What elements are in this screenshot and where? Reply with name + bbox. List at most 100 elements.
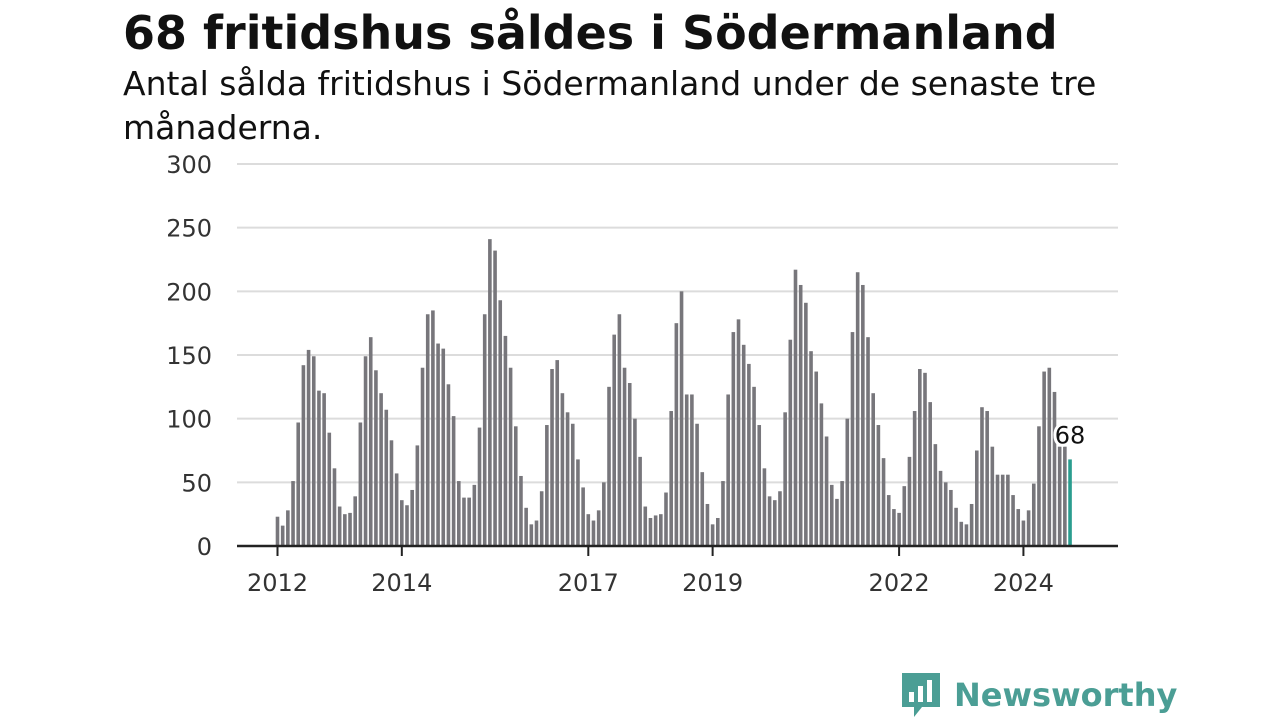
bar [286, 510, 290, 546]
bar [570, 423, 575, 546]
bar [405, 505, 409, 546]
bar [545, 425, 549, 546]
bar [850, 332, 855, 546]
bar [555, 360, 560, 546]
bar [539, 491, 544, 546]
bar [322, 393, 326, 546]
bar [591, 520, 596, 546]
bar-chart-speech-icon [902, 673, 940, 717]
x-tick-label: 2019 [682, 569, 743, 597]
bar [954, 507, 958, 546]
bar [855, 272, 860, 546]
bar [705, 503, 710, 546]
bar [508, 367, 513, 546]
bar [798, 284, 803, 546]
bar [358, 422, 363, 546]
bar [995, 474, 1000, 546]
y-tick-label: 50 [181, 469, 212, 497]
bar [892, 509, 896, 546]
bar [513, 426, 518, 546]
bar [420, 367, 425, 546]
bar [560, 393, 565, 546]
bar [783, 412, 787, 546]
bar [343, 514, 347, 546]
bar [617, 314, 622, 546]
bar [767, 496, 772, 546]
bar [653, 515, 658, 546]
bar [581, 487, 585, 546]
bar [493, 250, 497, 546]
bar [400, 500, 404, 546]
bar [726, 394, 730, 546]
y-tick-label: 300 [166, 151, 212, 179]
bar [861, 284, 865, 546]
bar [332, 468, 337, 546]
last-value-annotation: 68 [1052, 418, 1089, 452]
bar [622, 367, 627, 546]
newsworthy-logo: Newsworthy [900, 670, 1177, 720]
gridlines [237, 163, 1118, 484]
bar [1042, 371, 1046, 546]
bar [529, 524, 534, 546]
bar [1068, 459, 1072, 546]
bar [835, 498, 839, 546]
bar [804, 302, 808, 546]
x-tick-label: 2014 [371, 569, 432, 597]
last-value-label: 68 [1055, 421, 1086, 449]
bar [938, 470, 943, 546]
x-tick-label: 2012 [247, 569, 308, 597]
bar [809, 351, 813, 546]
bar [721, 481, 725, 546]
bar [394, 473, 399, 546]
bar [384, 409, 389, 546]
bar [923, 372, 927, 546]
y-tick-label: 100 [166, 406, 212, 434]
bar [280, 525, 285, 546]
bar [918, 369, 922, 546]
bar-series [275, 239, 1072, 546]
bar [985, 411, 989, 546]
bar [1026, 510, 1031, 546]
bar [829, 484, 834, 546]
bar [886, 495, 891, 546]
bar [793, 269, 798, 546]
bar [550, 369, 554, 546]
bar [534, 520, 539, 546]
bar [814, 371, 819, 546]
bar [964, 524, 969, 546]
bar [477, 427, 482, 546]
bar [990, 446, 995, 546]
bar [959, 521, 964, 546]
bar [980, 407, 984, 546]
bar [690, 394, 694, 546]
bar [327, 432, 332, 546]
bar [524, 507, 528, 546]
bar [275, 516, 280, 546]
bar [664, 492, 668, 546]
bar [379, 393, 383, 546]
bar [410, 489, 414, 546]
bar [1063, 446, 1067, 546]
bar [446, 384, 451, 546]
bar [389, 440, 394, 546]
chart-title: 68 fritidshus såldes i Södermanland [123, 6, 1058, 60]
bar [949, 489, 953, 546]
x-tick-label: 2024 [993, 569, 1054, 597]
bar [684, 394, 689, 546]
bar [747, 363, 751, 546]
bar [1047, 367, 1052, 546]
bar [337, 506, 342, 546]
bar [607, 386, 611, 546]
bar [498, 300, 503, 546]
bar [519, 475, 523, 546]
bar [565, 412, 570, 546]
bar [710, 524, 715, 546]
bar [296, 422, 301, 546]
bar [374, 370, 378, 546]
bar [840, 481, 844, 546]
bar [472, 484, 477, 546]
brand-name: Newsworthy [954, 676, 1178, 714]
bar [752, 386, 756, 546]
bar [731, 332, 736, 546]
